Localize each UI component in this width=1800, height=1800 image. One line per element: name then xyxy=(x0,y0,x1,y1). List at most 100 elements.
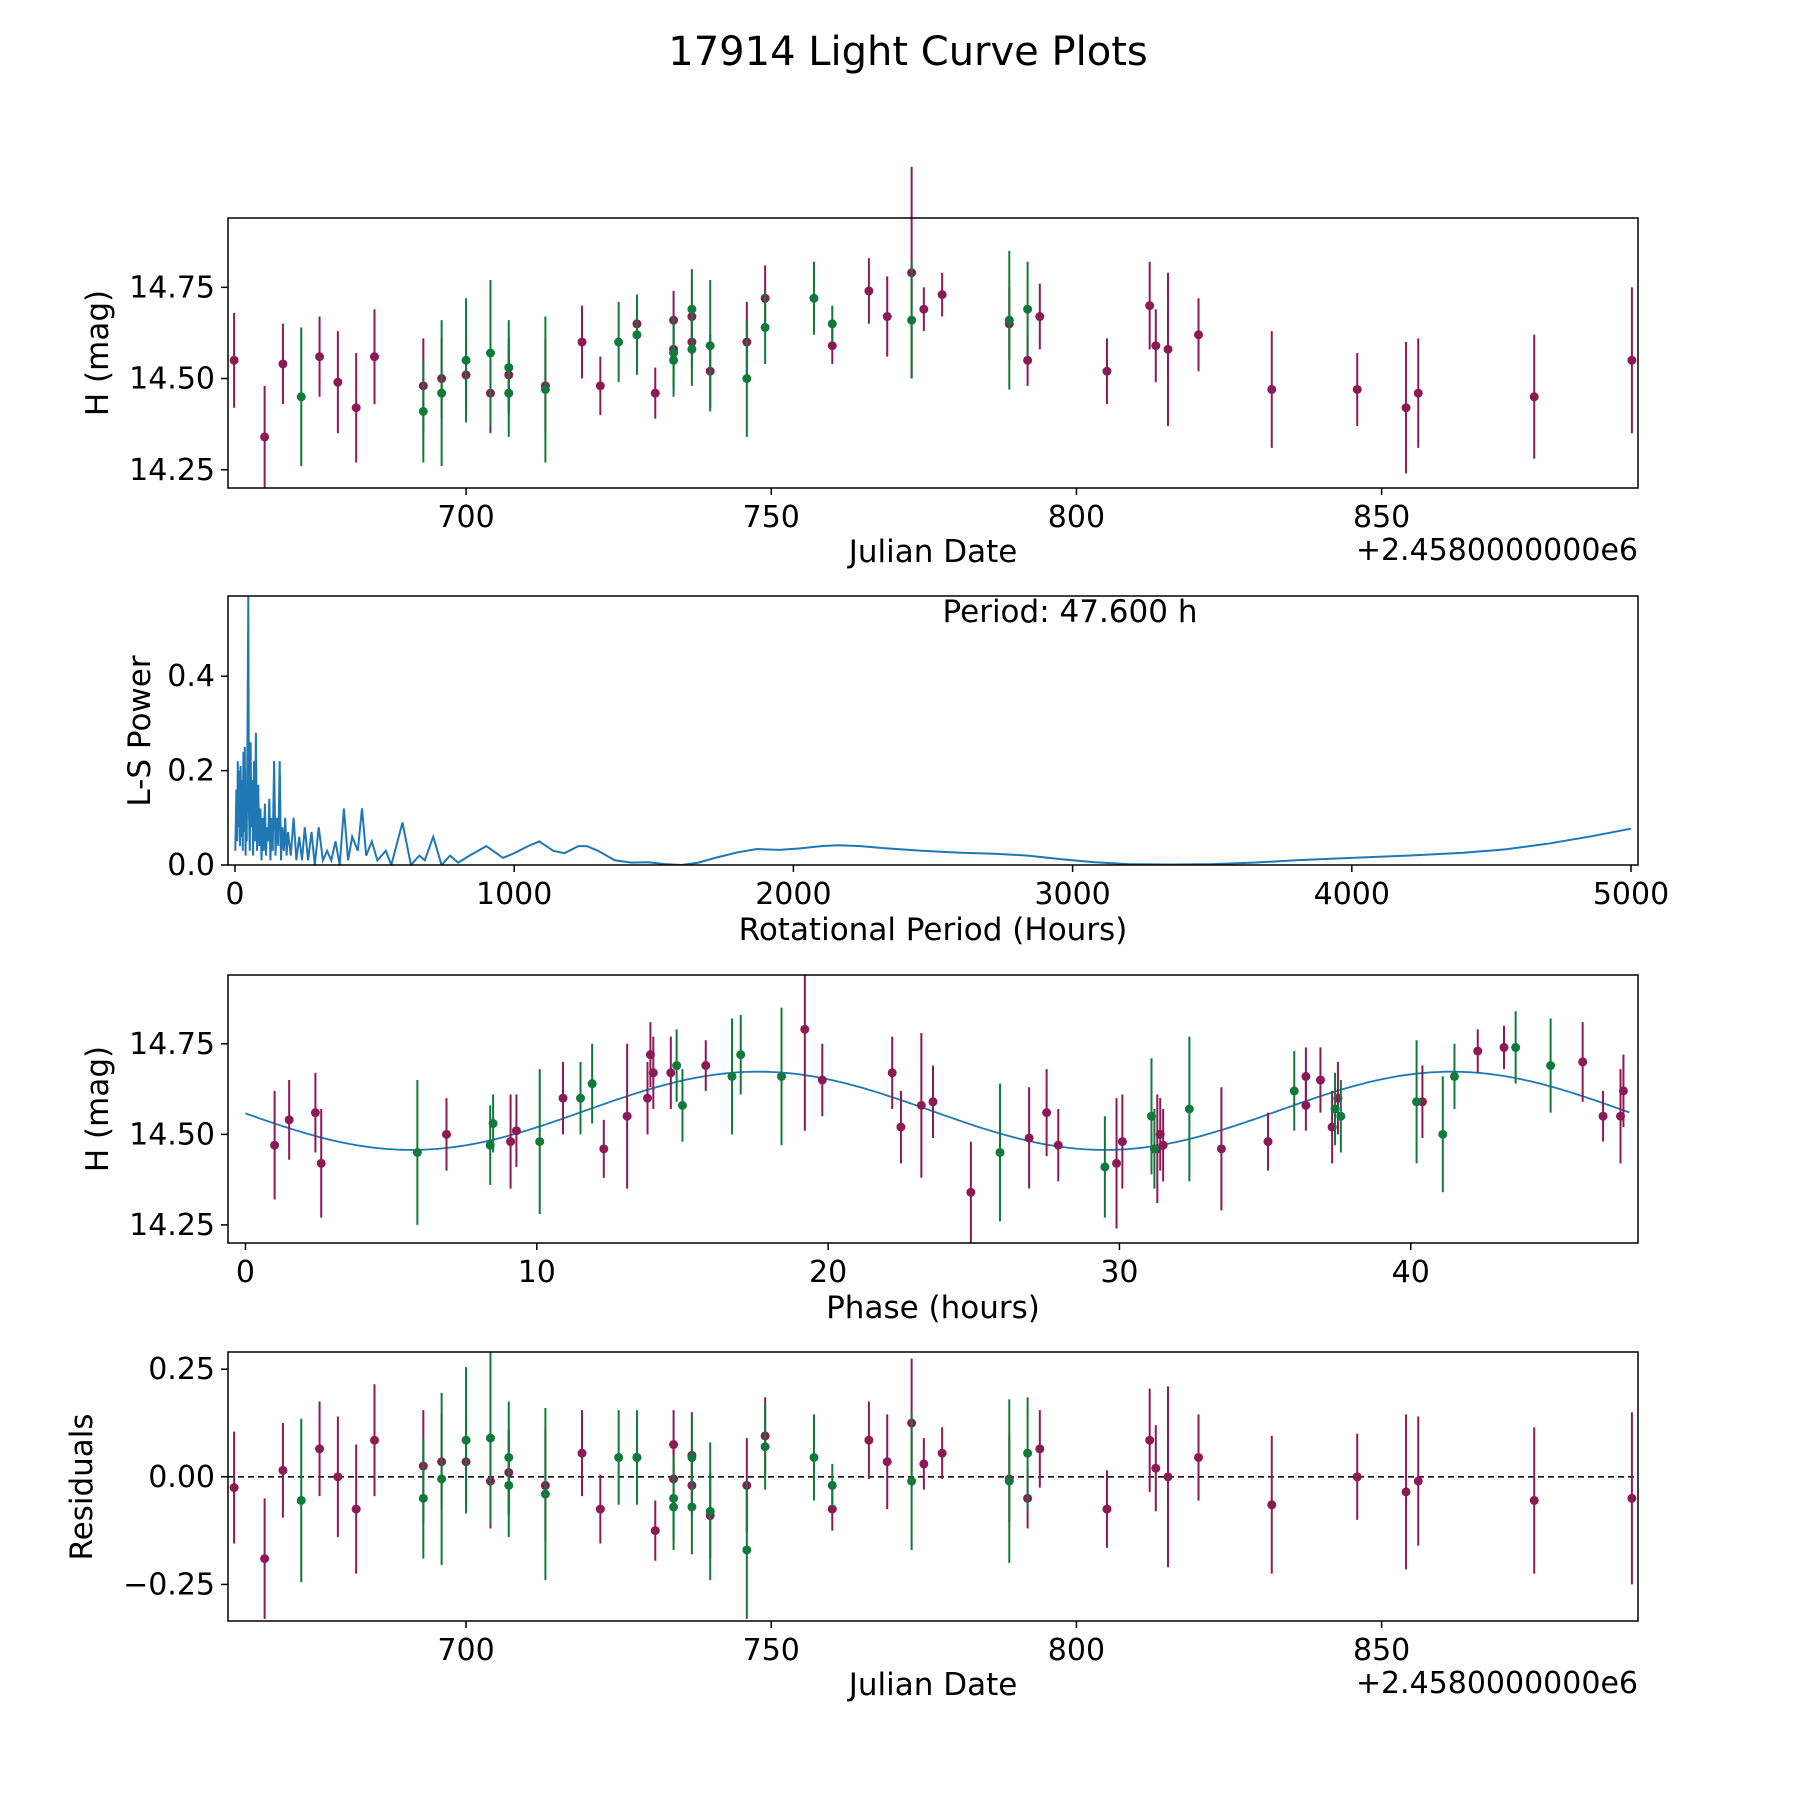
periodogram-xlabel: Rotational Period (Hours) xyxy=(739,912,1128,948)
residuals-ytick-label: 0.25 xyxy=(148,1352,215,1387)
magenta-data-point xyxy=(650,1526,660,1536)
periodogram-frame xyxy=(227,595,1639,866)
magenta-data-point xyxy=(882,1457,892,1467)
magenta-data-point xyxy=(887,1068,897,1078)
green-data-point xyxy=(1004,315,1014,325)
lightcurve-xtick-label: 800 xyxy=(1048,500,1105,535)
green-data-point xyxy=(1412,1097,1422,1107)
green-data-point xyxy=(1149,1144,1159,1154)
magenta-data-point xyxy=(1117,1137,1127,1147)
green-data-point xyxy=(669,348,679,358)
magenta-data-point xyxy=(1627,1493,1637,1503)
magenta-data-point xyxy=(643,1093,653,1103)
magenta-data-point xyxy=(310,1108,320,1118)
green-data-point xyxy=(418,1493,428,1503)
green-data-point xyxy=(540,384,550,394)
green-data-point xyxy=(907,1476,917,1486)
figure-title: 17914 Light Curve Plots xyxy=(668,29,1147,75)
magenta-data-point xyxy=(1499,1042,1509,1052)
magenta-data-point xyxy=(369,1435,379,1445)
magenta-data-point xyxy=(919,1459,929,1469)
green-data-point xyxy=(1438,1129,1448,1139)
residuals-xtick-label: 800 xyxy=(1048,1633,1105,1668)
green-data-point xyxy=(614,1452,624,1462)
periodogram-xtick-label: 5000 xyxy=(1593,877,1669,912)
periodogram-ticks: 0 1000 2000 3000 4000 5000 0.0 0.2 0.4 xyxy=(167,659,1669,912)
phase-marks xyxy=(245,975,1630,1243)
magenta-data-point xyxy=(577,337,587,347)
magenta-data-point xyxy=(1401,1487,1411,1497)
magenta-data-point xyxy=(229,1483,239,1493)
magenta-data-point xyxy=(1163,1472,1173,1482)
green-data-point xyxy=(736,1050,746,1060)
green-data-point xyxy=(705,1506,715,1516)
magenta-data-point xyxy=(316,1158,326,1168)
magenta-data-point xyxy=(333,1472,343,1482)
magenta-data-point xyxy=(1578,1057,1588,1067)
residuals-xtick-label: 700 xyxy=(437,1633,494,1668)
magenta-data-point xyxy=(270,1140,280,1150)
lightcurve-ytick-label: 14.25 xyxy=(129,453,215,488)
magenta-data-point xyxy=(1267,384,1277,394)
magenta-data-point xyxy=(1151,1463,1161,1473)
residuals-ticks: 700 750 800 850 −0.25 0.00 0.25 xyxy=(123,1352,1410,1668)
magenta-data-point xyxy=(1102,366,1112,376)
green-data-point xyxy=(827,1480,837,1490)
green-data-point xyxy=(687,1452,697,1462)
magenta-data-point xyxy=(1035,1444,1045,1454)
magenta-data-point xyxy=(1194,1452,1204,1462)
periodogram-marks xyxy=(234,596,1632,865)
magenta-data-point xyxy=(864,286,874,296)
phase-xtick-label: 0 xyxy=(236,1255,255,1290)
magenta-data-point xyxy=(333,377,343,387)
magenta-data-point xyxy=(595,1504,605,1514)
green-data-point xyxy=(672,1061,682,1071)
lightcurve-ticks: 700 750 800 850 14.25 14.50 14.75 xyxy=(129,270,1410,535)
magenta-data-point xyxy=(1194,330,1204,340)
magenta-data-point xyxy=(599,1144,609,1154)
green-data-point xyxy=(614,337,624,347)
phase-xlabel: Phase (hours) xyxy=(826,1290,1040,1326)
periodogram-xtick-label: 4000 xyxy=(1314,877,1390,912)
magenta-data-point xyxy=(577,1448,587,1458)
phase-xtick-label: 10 xyxy=(518,1255,556,1290)
green-data-point xyxy=(705,341,715,351)
residuals-marks xyxy=(228,1352,1638,1619)
magenta-data-point xyxy=(278,1465,288,1475)
magenta-data-point xyxy=(369,352,379,362)
green-data-point xyxy=(742,1545,752,1555)
phase-ticks: 0 10 20 30 40 14.25 14.50 14.75 xyxy=(129,1027,1430,1290)
green-data-point xyxy=(995,1147,1005,1157)
lightcurve-xtick-label: 850 xyxy=(1353,500,1410,535)
lightcurve-frame xyxy=(227,217,1639,489)
magenta-data-point xyxy=(595,381,605,391)
periodogram-ytick-label: 0.2 xyxy=(167,754,215,789)
magenta-data-point xyxy=(278,359,288,369)
phase-xtick-label: 20 xyxy=(809,1255,847,1290)
magenta-data-point xyxy=(260,1554,270,1564)
green-data-point xyxy=(1511,1042,1521,1052)
residuals-xtick-label: 850 xyxy=(1353,1633,1410,1668)
residuals-xtick-label: 750 xyxy=(743,1633,800,1668)
green-data-point xyxy=(485,1433,495,1443)
magenta-data-point xyxy=(928,1097,938,1107)
magenta-data-point xyxy=(1301,1100,1311,1110)
periodogram-xtick-label: 1000 xyxy=(476,877,552,912)
green-data-point xyxy=(296,392,306,402)
periodogram-xtick-label: 3000 xyxy=(1034,877,1110,912)
lightcurve-ylabel: H (mag) xyxy=(80,290,116,416)
lightcurve-xtick-label: 750 xyxy=(743,500,800,535)
magenta-data-point xyxy=(558,1093,568,1103)
period-annotation: Period: 47.600 h xyxy=(943,594,1198,630)
green-data-point xyxy=(1336,1111,1346,1121)
green-data-point xyxy=(504,1480,514,1490)
magenta-data-point xyxy=(916,1100,926,1110)
green-data-point xyxy=(461,355,471,365)
green-data-point xyxy=(296,1495,306,1505)
green-data-point xyxy=(1289,1086,1299,1096)
green-data-point xyxy=(809,293,819,303)
green-data-point xyxy=(437,1474,447,1484)
magenta-data-point xyxy=(1216,1144,1226,1154)
